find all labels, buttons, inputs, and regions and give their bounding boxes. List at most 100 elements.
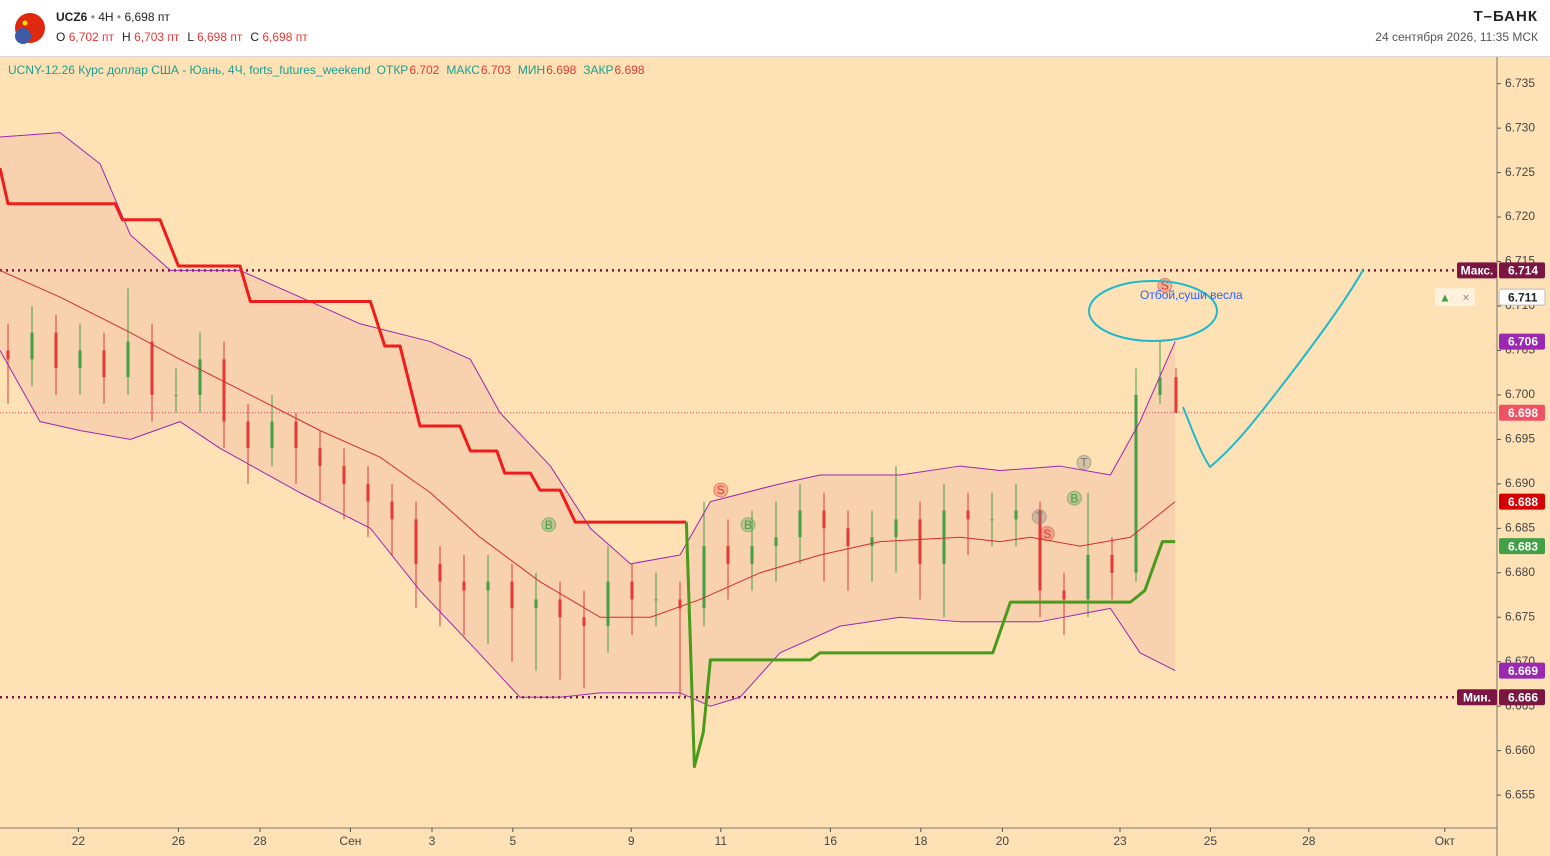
signal-marker	[1031, 509, 1047, 525]
candle-body	[606, 581, 610, 627]
x-tick-label: 22	[72, 834, 86, 848]
signal-label: T	[1036, 510, 1044, 524]
x-tick-label: 5	[509, 834, 516, 848]
drawn-curve	[1182, 269, 1364, 469]
ohlc-key: C	[250, 30, 260, 44]
price-tag-label: Мин.	[1463, 690, 1491, 704]
x-tick-label: Сен	[339, 834, 361, 848]
signal-label: S	[717, 483, 725, 497]
datetime: 24 сентября 2026, 11:35 МСК	[1375, 30, 1538, 44]
candle-body	[198, 359, 202, 395]
price-badge	[1499, 662, 1545, 679]
signal-marker	[1039, 526, 1055, 542]
candle-body	[726, 546, 730, 564]
candle-body	[846, 528, 850, 547]
candle-body	[270, 421, 274, 449]
y-tick-label: 6.680	[1505, 565, 1535, 579]
header: UCZ6 • 4H • 6,698 пт O 6,702 пт H 6,703 п…	[0, 0, 1550, 57]
drawn-ellipse	[1088, 280, 1218, 342]
candle-body	[1174, 377, 1178, 413]
legend-key: МАКС	[446, 63, 480, 77]
price-badge-label: 6.714	[1508, 264, 1538, 278]
candle-body	[54, 332, 58, 369]
ohlc-value: 6,702 пт	[68, 30, 115, 44]
candle-body	[966, 510, 970, 520]
candle-body	[1158, 377, 1162, 395]
signal-marker	[740, 517, 756, 533]
indicator-line	[0, 269, 1176, 618]
ohlc-line: O 6,702 пт H 6,703 пт L 6,698 пт C 6,698 пт	[56, 30, 316, 44]
price-tag	[1457, 262, 1497, 279]
signal-label: T	[1080, 456, 1088, 470]
signal-label: B	[744, 518, 752, 532]
candle-body	[774, 537, 778, 547]
legend-value: 6.702	[409, 63, 439, 77]
candle-body	[342, 466, 346, 484]
candle-body	[318, 448, 322, 467]
candle-body	[414, 519, 418, 564]
flag-icon	[15, 13, 45, 44]
y-tick-label: 6.720	[1505, 209, 1535, 223]
legend-key: МИН	[518, 63, 545, 77]
signal-label: S	[1161, 279, 1169, 293]
price-badge-label: 6.666	[1508, 690, 1538, 704]
price: 6,698 пт	[124, 10, 170, 24]
candle-body	[510, 581, 514, 609]
candle-body	[702, 546, 706, 609]
y-tick-label: 6.730	[1505, 120, 1535, 134]
candle-body	[534, 599, 538, 609]
candle-body	[822, 510, 826, 529]
candle-body	[1086, 554, 1090, 600]
y-tick-label: 6.660	[1505, 743, 1535, 757]
y-tick-label: 6.700	[1505, 387, 1535, 401]
brand: Т–БАНК	[1473, 8, 1538, 25]
price-axis-background	[1497, 57, 1550, 856]
x-tick-label: Окт	[1435, 834, 1456, 848]
price-badge	[1499, 333, 1545, 350]
candle-body	[174, 394, 178, 396]
symbol-line: UCZ6 • 4H • 6,698 пт	[56, 10, 170, 24]
candle-body	[102, 350, 106, 378]
ohlc-key: L	[187, 30, 194, 44]
alert-icon: ▲	[1439, 290, 1451, 304]
x-tick-label: 26	[172, 834, 186, 848]
signal-marker	[713, 482, 729, 498]
y-tick-label: 6.735	[1505, 76, 1535, 90]
y-tick-label: 6.695	[1505, 432, 1535, 446]
signal-marker	[541, 517, 557, 533]
legend-text: UCNY-12.26 Курс доллар США - Юань, 4Ч, f…	[8, 63, 371, 77]
signal-marker	[1076, 455, 1092, 471]
candle-body	[150, 341, 154, 395]
alert-close: ×	[1462, 290, 1469, 304]
candle-body	[462, 581, 466, 591]
candle-body	[486, 581, 490, 591]
x-tick-label: 28	[1302, 834, 1316, 848]
candle-body	[1110, 554, 1114, 573]
y-tick-label: 6.685	[1505, 520, 1535, 534]
legend-value: 6.703	[481, 63, 511, 77]
price-badge-label: 6.706	[1508, 335, 1538, 349]
indicator-line	[684, 522, 1176, 769]
price-badge	[1499, 538, 1545, 555]
candle-body	[630, 581, 634, 600]
y-tick-label: 6.690	[1505, 476, 1535, 490]
x-tick-label: 3	[429, 834, 436, 848]
price-tag	[1457, 689, 1497, 706]
symbol[interactable]: UCZ6	[56, 10, 88, 24]
price-badge-label: 6.683	[1508, 539, 1538, 553]
candle-body	[78, 350, 82, 369]
alert-box	[1435, 288, 1475, 307]
legend: UCNY-12.26 Курс доллар США - Юань, 4Ч, f…	[8, 63, 645, 77]
y-tick-label: 6.655	[1505, 787, 1535, 801]
x-tick-label: 9	[628, 834, 635, 848]
interval: 4H	[98, 10, 114, 24]
price-tag-label: Макс.	[1461, 264, 1494, 278]
candle-body	[918, 519, 922, 564]
price-badge-label: 6.698	[1508, 406, 1538, 420]
legend-value: 6.698	[546, 63, 576, 77]
ohlc-key: O	[56, 30, 66, 44]
ohlc-value: 6,698 пт	[197, 30, 243, 44]
